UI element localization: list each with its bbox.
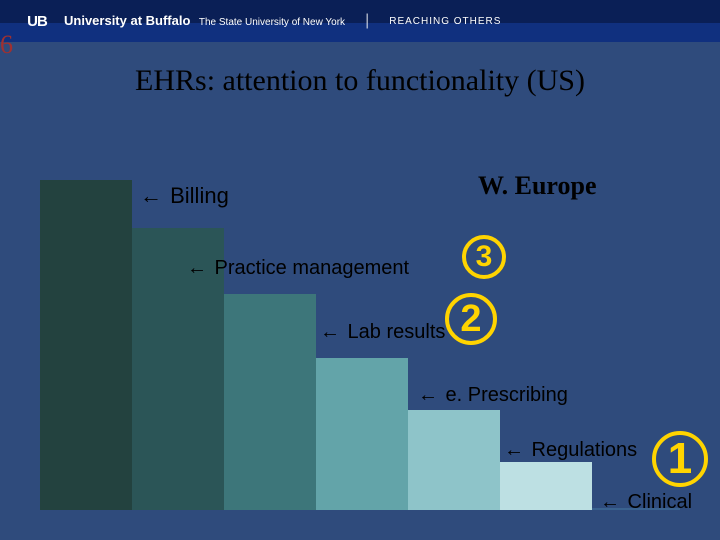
header-bar: UB University at Buffalo The State Unive… — [0, 0, 720, 42]
circled-number: 1 — [652, 431, 708, 487]
bar-label: ← Clinical — [600, 491, 692, 514]
slide-number: 6 — [0, 30, 13, 60]
header-title: University at Buffalo — [64, 13, 190, 28]
bar-label: ← Lab results — [320, 321, 445, 344]
bar — [40, 180, 132, 510]
bar-label-text: Billing — [164, 183, 229, 208]
left-arrow-icon: ← — [320, 321, 340, 343]
circled-number: 2 — [445, 293, 497, 345]
bar-label-text: e. Prescribing — [440, 384, 568, 406]
bar — [500, 462, 592, 510]
bar-chart: ← Billing← Practice management← Lab resu… — [40, 155, 680, 510]
left-arrow-icon: ← — [504, 439, 524, 461]
header-subtitle: The State University of New York — [199, 17, 345, 28]
left-arrow-icon: ← — [187, 257, 207, 279]
left-arrow-icon: ← — [600, 491, 620, 513]
bar-label-text: Clinical — [622, 491, 692, 513]
header-title-wrap: University at Buffalo The State Universi… — [64, 12, 345, 30]
header-tagline: REACHING OTHERS — [389, 16, 501, 27]
bar-label-text: Practice management — [209, 257, 409, 279]
bar — [224, 294, 316, 510]
circled-number: 3 — [462, 235, 506, 279]
bar — [316, 358, 408, 510]
slide-title: EHRs: attention to functionality (US) — [0, 64, 720, 98]
bar-label-text: Lab results — [342, 321, 445, 343]
bar — [408, 410, 500, 510]
bar-label: ← Regulations — [504, 439, 637, 462]
left-arrow-icon: ← — [140, 183, 162, 208]
ub-logo: UB — [20, 10, 54, 32]
header-divider: | — [365, 12, 369, 30]
bar-label-text: Regulations — [526, 439, 637, 461]
bar-label: ← e. Prescribing — [418, 384, 568, 407]
w-europe-label: W. Europe — [478, 171, 597, 201]
bar-label: ← Billing — [140, 183, 229, 209]
bar-label: ← Practice management — [187, 257, 409, 280]
left-arrow-icon: ← — [418, 384, 438, 406]
